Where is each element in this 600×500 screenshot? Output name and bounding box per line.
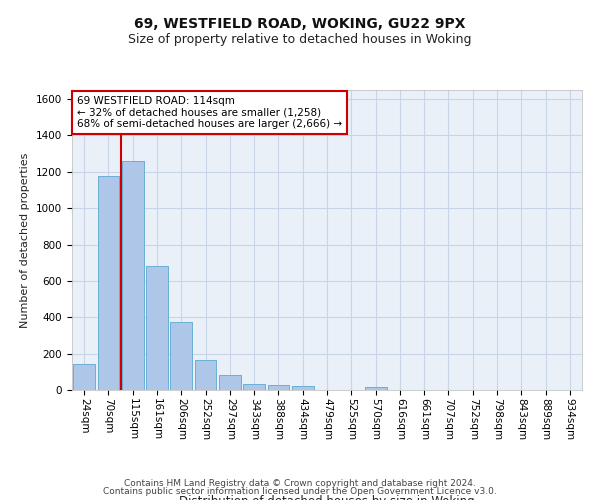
Text: 69, WESTFIELD ROAD, WOKING, GU22 9PX: 69, WESTFIELD ROAD, WOKING, GU22 9PX [134, 18, 466, 32]
Bar [146, 266, 168, 390]
Bar [122, 161, 143, 390]
Text: Contains HM Land Registry data © Crown copyright and database right 2024.: Contains HM Land Registry data © Crown c… [124, 478, 476, 488]
Bar [194, 360, 217, 390]
Bar [170, 322, 192, 390]
Bar [292, 386, 314, 390]
Text: Size of property relative to detached houses in Woking: Size of property relative to detached ho… [128, 32, 472, 46]
Bar [73, 364, 95, 390]
Bar [219, 376, 241, 390]
Bar [365, 388, 386, 390]
Bar [97, 176, 119, 390]
Text: 69 WESTFIELD ROAD: 114sqm
← 32% of detached houses are smaller (1,258)
68% of se: 69 WESTFIELD ROAD: 114sqm ← 32% of detac… [77, 96, 342, 129]
Bar [268, 386, 289, 390]
Text: Contains public sector information licensed under the Open Government Licence v3: Contains public sector information licen… [103, 487, 497, 496]
Bar [243, 384, 265, 390]
X-axis label: Distribution of detached houses by size in Woking: Distribution of detached houses by size … [179, 496, 475, 500]
Y-axis label: Number of detached properties: Number of detached properties [20, 152, 31, 328]
